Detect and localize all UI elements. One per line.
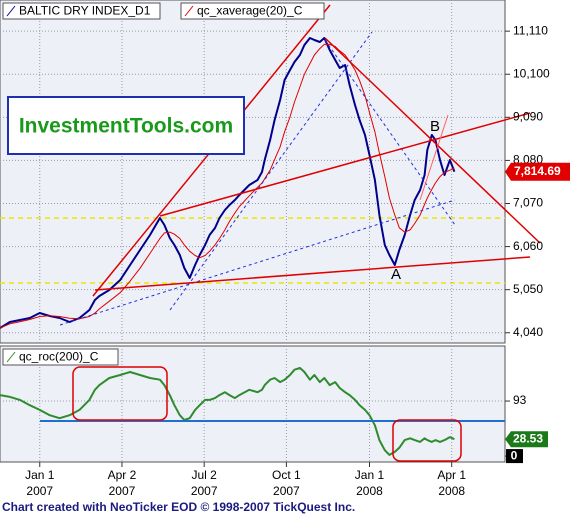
x-tick-label: Jul 2 xyxy=(191,468,217,482)
last-value-box xyxy=(505,431,548,448)
x-tick-label: Apr 2 xyxy=(108,468,137,482)
y-tick-label: 9,090 xyxy=(513,109,543,123)
y-tick-label: 5,050 xyxy=(513,282,543,296)
legend-icon xyxy=(184,5,194,17)
y-tick-label: 4,040 xyxy=(513,325,543,339)
x-tick-label: Apr 1 xyxy=(437,468,466,482)
last-value-label: 7,814.69 xyxy=(514,164,561,178)
annotation: A xyxy=(391,266,401,283)
series-line xyxy=(0,43,455,329)
legend-icon xyxy=(6,351,16,363)
zero-box xyxy=(506,449,523,464)
legend-label: qc_roc(200)_C xyxy=(19,350,99,364)
footer: Chart created with NeoTicker EOD © 1998-… xyxy=(2,500,355,514)
watermark-box xyxy=(7,96,245,155)
red-trend xyxy=(324,37,541,244)
x-tick-year: 2007 xyxy=(26,484,53,498)
x-tick-year: 2007 xyxy=(273,484,300,498)
highlight-box xyxy=(392,419,462,462)
annotation: B xyxy=(430,118,440,135)
x-tick-year: 2007 xyxy=(191,484,218,498)
last-value-label: 28.53 xyxy=(513,431,543,445)
axes: 11,11010,1009,0908,0807,0706,0605,0504,0… xyxy=(25,23,570,498)
x-tick-label: Oct 1 xyxy=(272,468,301,482)
series-line xyxy=(0,366,455,456)
legend-icon xyxy=(6,5,16,17)
series-line xyxy=(0,37,456,329)
main-panel xyxy=(0,0,506,344)
y-tick-label: 0 xyxy=(511,448,518,462)
series-lines xyxy=(0,37,456,456)
x-tick-label: Jan 1 xyxy=(355,468,385,482)
legend-label: qc_xaverage(20)_C xyxy=(197,4,303,18)
x-tick-year: 2007 xyxy=(109,484,136,498)
x-tick-label: Jan 1 xyxy=(25,468,55,482)
y-tick-label: 93 xyxy=(513,393,527,407)
watermark: InvestmentTools.com xyxy=(19,115,233,138)
last-value-box xyxy=(505,162,570,181)
legend: BALTIC DRY INDEX_D1 qc_xaverage(20)_C qc_r… xyxy=(2,2,325,366)
red-trend xyxy=(419,114,449,201)
red-trend xyxy=(94,256,531,291)
legend-box xyxy=(180,2,325,20)
x-tick-year: 2008 xyxy=(356,484,383,498)
blue-trend xyxy=(324,39,456,226)
legend-box xyxy=(2,348,119,366)
y-tick-label: 11,110 xyxy=(513,23,548,37)
legend-label: BALTIC DRY INDEX_D1 xyxy=(19,4,151,18)
y-tick-label: 6,060 xyxy=(513,239,543,253)
y-tick-label: 10,100 xyxy=(513,66,550,80)
red-trend xyxy=(159,112,531,217)
y-tick-label: 7,070 xyxy=(513,196,543,210)
legend-box xyxy=(2,2,161,20)
x-tick-year: 2008 xyxy=(438,484,465,498)
highlight-box xyxy=(72,366,168,421)
